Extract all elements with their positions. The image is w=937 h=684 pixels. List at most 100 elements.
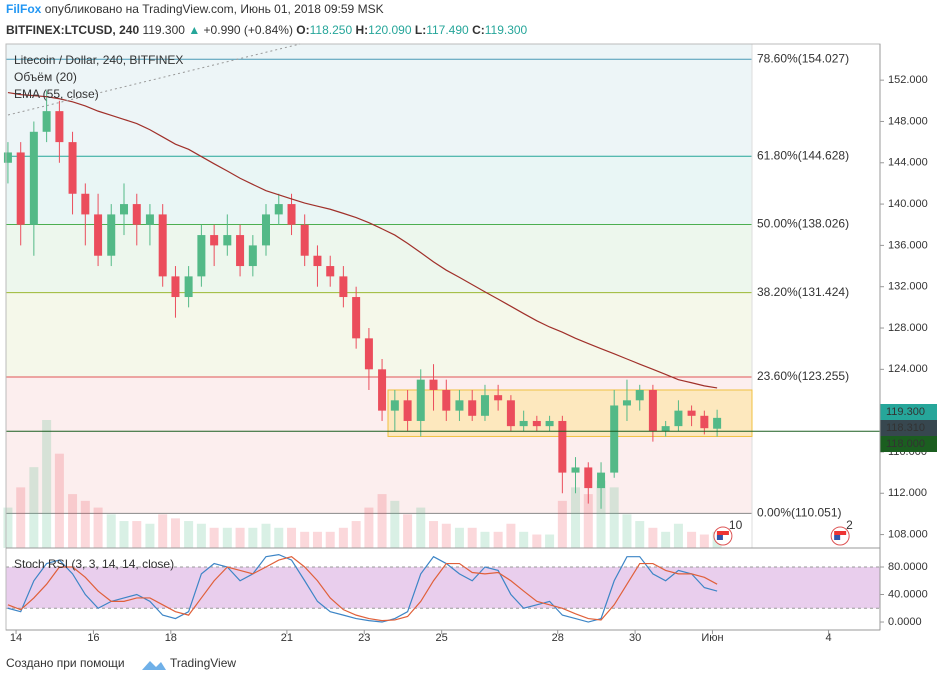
price-tag bbox=[880, 404, 937, 420]
candle-body bbox=[687, 410, 696, 416]
x-tick-label: 14 bbox=[10, 632, 22, 644]
volume-bar bbox=[312, 531, 322, 548]
candle-body bbox=[81, 193, 90, 215]
q: 117.490 bbox=[426, 23, 469, 37]
candle-body bbox=[55, 111, 64, 143]
y-tick-label: 108.000 bbox=[888, 528, 928, 540]
change: +0.990 (+0.84%) bbox=[204, 23, 293, 37]
candle-body bbox=[558, 420, 567, 473]
fib-label: 50.00%(138.026) bbox=[757, 217, 849, 231]
y-tick-label: 40.0000 bbox=[888, 588, 928, 600]
candle-body bbox=[261, 214, 270, 246]
quote-line: BITFINEX:LTCUSD, 240 119.300 ▲ +0.990 (+… bbox=[6, 23, 528, 37]
volume-bar bbox=[622, 514, 632, 548]
price-tag bbox=[880, 420, 937, 436]
candle-body bbox=[132, 204, 141, 225]
event-flag bbox=[834, 535, 841, 540]
q: H: bbox=[355, 23, 368, 37]
price-tag bbox=[880, 436, 937, 452]
x-tick-label: 23 bbox=[358, 632, 370, 644]
x-tick-label: 30 bbox=[629, 632, 641, 644]
candle-body bbox=[145, 214, 154, 225]
volume-bar bbox=[3, 507, 13, 548]
candle-body bbox=[571, 467, 580, 473]
volume-bar bbox=[583, 494, 593, 548]
y-tick-label: 124.000 bbox=[888, 363, 928, 375]
candle-body bbox=[94, 214, 103, 256]
fib-zone bbox=[6, 44, 752, 60]
event-label: 2 bbox=[846, 518, 853, 532]
candle-body bbox=[506, 400, 515, 427]
y-tick-label: 136.000 bbox=[888, 239, 928, 251]
candle-body bbox=[364, 338, 373, 370]
fib-zone bbox=[6, 59, 752, 157]
stoch-title: Stoch RSI (3, 3, 14, 14, close) bbox=[14, 557, 174, 571]
price-tag-label: 118.310 bbox=[886, 422, 925, 434]
price-tag-label: 118.000 bbox=[886, 438, 925, 450]
volume-bar bbox=[16, 487, 26, 548]
overlay bbox=[5, 43, 881, 631]
volume-bar bbox=[209, 527, 219, 548]
volume-bar bbox=[325, 531, 335, 548]
symbol: BITFINEX:LTCUSD, 240 bbox=[6, 23, 139, 37]
y-tick-label: 140.000 bbox=[888, 198, 928, 210]
trend-line bbox=[7, 43, 301, 116]
volume-bar bbox=[480, 531, 490, 548]
q: L: bbox=[415, 23, 426, 37]
volume-bar bbox=[158, 514, 168, 548]
candle-body bbox=[287, 204, 296, 225]
volume-bar bbox=[364, 507, 374, 548]
volume-bar bbox=[170, 518, 180, 548]
y-tick-label: 0.0000 bbox=[888, 616, 922, 628]
volume-bar bbox=[261, 523, 271, 548]
volume-bar bbox=[635, 521, 645, 548]
candle-body bbox=[236, 235, 245, 267]
volume-bar bbox=[609, 487, 619, 548]
volume-bar bbox=[93, 507, 103, 548]
candle-body bbox=[29, 131, 38, 225]
candle-body bbox=[42, 111, 51, 132]
candle-body bbox=[584, 467, 593, 489]
fib-label: 61.80%(144.628) bbox=[757, 148, 849, 162]
volume-bar bbox=[454, 527, 464, 548]
volume-bar bbox=[300, 531, 310, 548]
ema-line bbox=[7, 91, 718, 389]
candle-body bbox=[545, 420, 554, 427]
stoch-line bbox=[7, 556, 718, 622]
y-tick-label: 144.000 bbox=[888, 157, 928, 169]
candle-body bbox=[713, 417, 722, 429]
volume-bar bbox=[42, 420, 52, 548]
candle-body bbox=[107, 214, 116, 256]
volume-bar bbox=[29, 467, 39, 548]
volume-bar bbox=[287, 527, 297, 548]
candle-body bbox=[468, 400, 477, 416]
fib-label: 0.00%(110.051) bbox=[757, 506, 842, 520]
footer-brand[interactable]: TradingView bbox=[170, 656, 236, 670]
candle-body bbox=[403, 400, 412, 421]
volume-bar bbox=[506, 523, 516, 548]
event-flag bbox=[716, 535, 723, 540]
event-flag bbox=[716, 531, 729, 535]
candle-body bbox=[390, 400, 399, 411]
price-tag-label: 119.300 bbox=[886, 406, 925, 418]
candle-body bbox=[519, 420, 528, 427]
author[interactable]: FilFox bbox=[6, 2, 42, 16]
volume-bar bbox=[416, 507, 426, 548]
fib-zone bbox=[6, 224, 752, 293]
candle-body bbox=[622, 400, 631, 406]
volume-bar bbox=[596, 480, 606, 548]
candle-body bbox=[648, 389, 657, 432]
volume-bar bbox=[119, 521, 129, 548]
footer-text: Создано при помощи bbox=[6, 656, 125, 670]
candle-body bbox=[300, 224, 309, 256]
event-label: 10 bbox=[729, 518, 743, 532]
volume-bar bbox=[557, 500, 567, 548]
volume-bar bbox=[429, 521, 439, 548]
candle-body bbox=[378, 369, 387, 411]
volume-bar bbox=[699, 534, 709, 548]
candle-body bbox=[352, 297, 361, 339]
arrow: ▲ bbox=[188, 23, 200, 37]
logo bbox=[142, 661, 166, 670]
volume-bar bbox=[648, 527, 658, 548]
fib-label: 38.20%(131.424) bbox=[757, 285, 849, 299]
